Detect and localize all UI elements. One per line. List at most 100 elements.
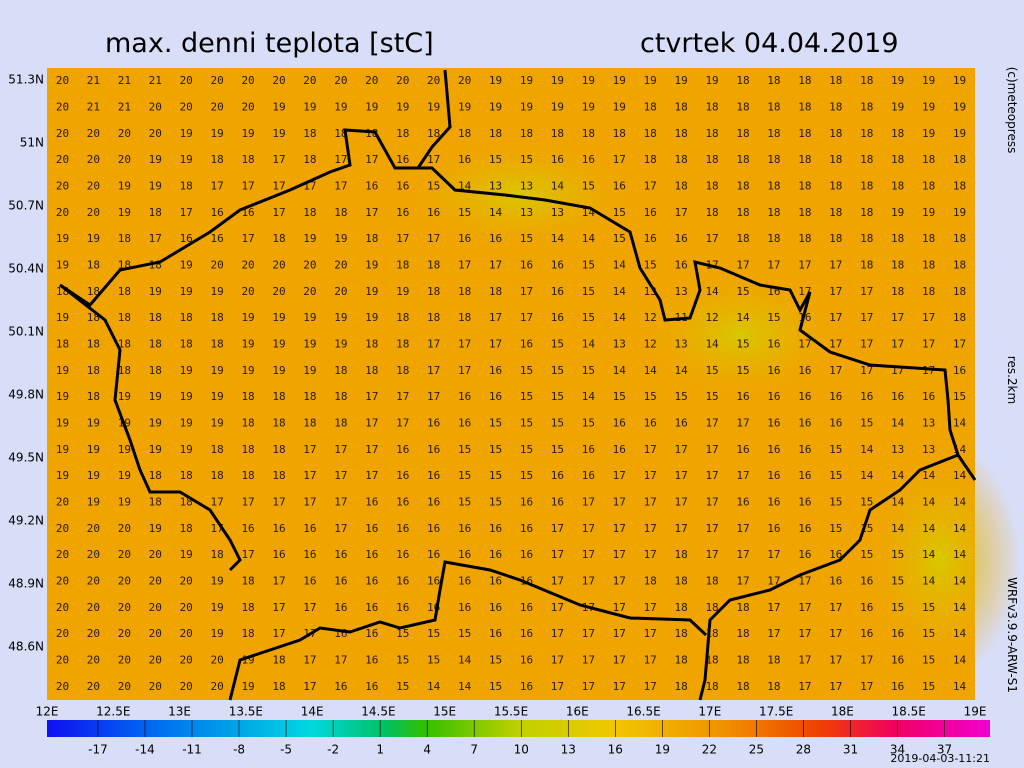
grid-value: 17 <box>582 654 595 667</box>
grid-value: 20 <box>272 259 285 272</box>
grid-value: 14 <box>675 364 689 377</box>
grid-value: 18 <box>211 338 224 351</box>
grid-value: 16 <box>489 232 502 245</box>
grid-value: 16 <box>798 364 811 377</box>
grid-value: 19 <box>303 338 316 351</box>
grid-value: 18 <box>118 338 131 351</box>
grid-value: 21 <box>87 74 100 87</box>
grid-value: 15 <box>829 469 842 482</box>
grid-value: 20 <box>241 74 254 87</box>
grid-value: 17 <box>458 364 471 377</box>
grid-value: 16 <box>365 180 378 193</box>
grid-value: 17 <box>829 311 842 324</box>
grid-value: 16 <box>396 180 409 193</box>
colorbar-label: 7 <box>470 743 478 757</box>
grid-value: 18 <box>860 74 873 87</box>
grid-value: 18 <box>613 127 626 140</box>
grid-value: 20 <box>87 522 100 535</box>
grid-value: 18 <box>675 601 688 614</box>
grid-value: 19 <box>891 101 904 114</box>
grid-value: 18 <box>860 101 873 114</box>
grid-value: 14 <box>953 601 967 614</box>
grid-value: 19 <box>56 443 69 456</box>
grid-value: 18 <box>860 206 873 219</box>
grid-value: 14 <box>922 469 936 482</box>
grid-value: 19 <box>705 74 718 87</box>
grid-value: 20 <box>56 575 69 588</box>
colorbar-label: 10 <box>514 743 529 757</box>
grid-value: 18 <box>365 338 378 351</box>
grid-value: 18 <box>180 469 193 482</box>
grid-value: 15 <box>427 180 440 193</box>
grid-value: 13 <box>675 338 688 351</box>
grid-value: 13 <box>489 180 502 193</box>
grid-value: 17 <box>241 180 254 193</box>
grid-value: 15 <box>829 443 842 456</box>
grid-value: 13 <box>922 443 935 456</box>
grid-value: 19 <box>272 364 285 377</box>
grid-value: 18 <box>767 74 780 87</box>
grid-value: 18 <box>705 127 718 140</box>
grid-value: 16 <box>365 522 378 535</box>
grid-value: 19 <box>520 101 533 114</box>
grid-value: 18 <box>675 101 688 114</box>
grid-value: 18 <box>303 127 316 140</box>
grid-value: 18 <box>334 206 347 219</box>
grid-value: 19 <box>272 338 285 351</box>
grid-value: 16 <box>798 522 811 535</box>
grid-value: 18 <box>767 232 780 245</box>
grid-value: 18 <box>56 338 69 351</box>
grid-value: 16 <box>644 206 657 219</box>
grid-value: 14 <box>613 311 627 324</box>
grid-value: 14 <box>922 575 936 588</box>
grid-value: 18 <box>675 654 688 667</box>
grid-value: 18 <box>211 469 224 482</box>
grid-value: 15 <box>922 627 935 640</box>
grid-value: 16 <box>365 654 378 667</box>
grid-value: 18 <box>767 180 780 193</box>
grid-value: 17 <box>427 338 440 351</box>
grid-value: 15 <box>520 232 533 245</box>
colorbar <box>47 720 990 737</box>
grid-value: 17 <box>303 680 316 693</box>
grid-value: 19 <box>118 443 131 456</box>
grid-value: 18 <box>396 127 409 140</box>
grid-value: 18 <box>334 417 347 430</box>
grid-value: 18 <box>891 285 904 298</box>
grid-value: 19 <box>303 232 316 245</box>
grid-value: 16 <box>829 575 842 588</box>
grid-value: 16 <box>396 206 409 219</box>
grid-value: 17 <box>489 259 502 272</box>
grid-value: 19 <box>180 390 193 403</box>
grid-value: 18 <box>675 680 688 693</box>
grid-value: 18 <box>241 417 254 430</box>
grid-value: 20 <box>211 101 224 114</box>
colorbar-label: -11 <box>182 743 202 757</box>
grid-value: 17 <box>365 390 378 403</box>
grid-value: 20 <box>180 74 193 87</box>
grid-value: 17 <box>427 364 440 377</box>
grid-value: 18 <box>272 443 285 456</box>
grid-value: 18 <box>149 496 162 509</box>
grid-value: 15 <box>953 390 966 403</box>
grid-value: 17 <box>334 496 347 509</box>
grid-value: 16 <box>396 522 409 535</box>
grid-value: 20 <box>211 259 224 272</box>
grid-value: 18 <box>87 285 100 298</box>
grid-value: 18 <box>736 74 749 87</box>
grid-value: 16 <box>365 548 378 561</box>
grid-value: 19 <box>922 74 935 87</box>
grid-value: 19 <box>303 364 316 377</box>
grid-value: 16 <box>798 417 811 430</box>
grid-value: 14 <box>705 338 719 351</box>
grid-value: 19 <box>180 285 193 298</box>
grid-value: 19 <box>489 101 502 114</box>
grid-value: 19 <box>272 311 285 324</box>
grid-value: 17 <box>675 469 688 482</box>
grid-value: 17 <box>644 496 657 509</box>
grid-value: 16 <box>458 153 471 166</box>
grid-value: 17 <box>705 522 718 535</box>
grid-value: 16 <box>180 232 193 245</box>
grid-value: 17 <box>334 153 347 166</box>
grid-value: 14 <box>953 496 967 509</box>
